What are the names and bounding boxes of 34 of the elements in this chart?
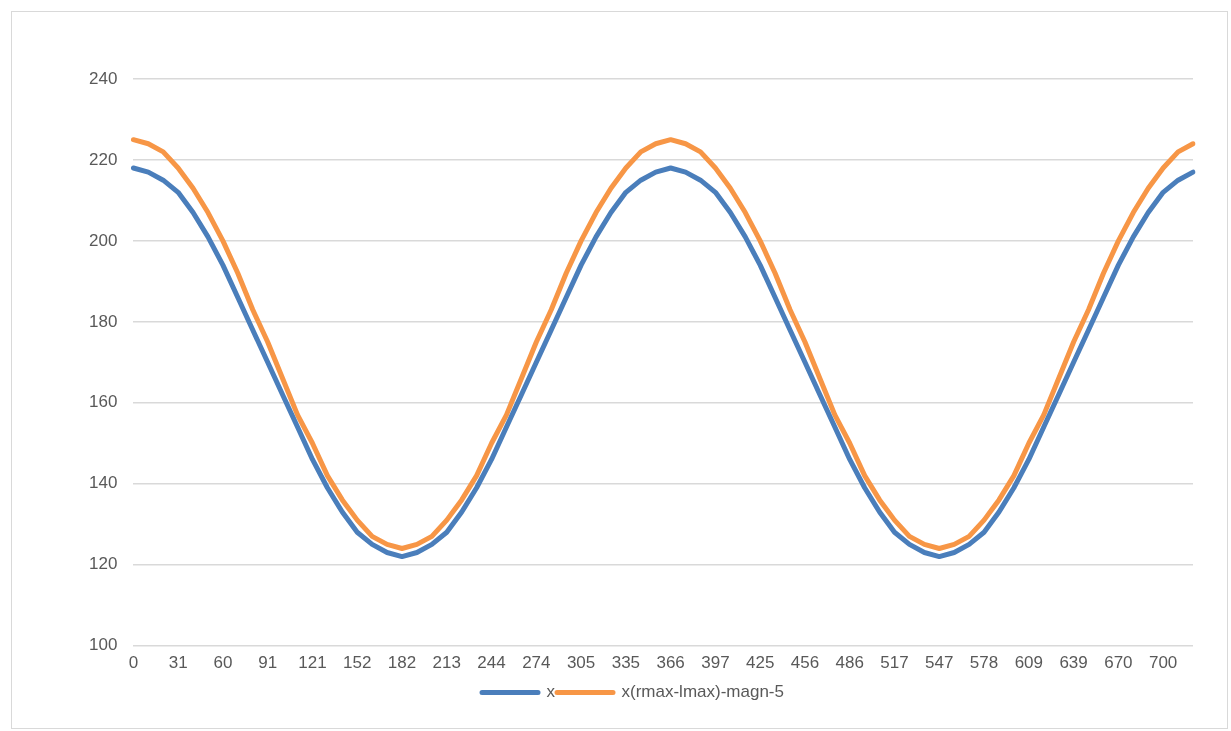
x-tick-label: 366 [656, 653, 685, 673]
y-tick-label: 160 [88, 392, 118, 412]
x-tick-label: 0 [128, 653, 139, 673]
x-tick-label: 578 [969, 653, 999, 673]
x-tick-label: 274 [522, 653, 551, 673]
y-tick-label: 100 [88, 635, 118, 655]
y-tick-label: 200 [88, 230, 118, 250]
x-tick-label: 547 [925, 653, 954, 673]
y-tick-label: 180 [88, 311, 118, 331]
x-tick-label: 213 [432, 653, 461, 673]
legend-label: x(rmax-lmax)-magn-5 [621, 682, 784, 702]
x-tick-label: 609 [1014, 653, 1044, 673]
x-tick-label: 335 [611, 653, 641, 673]
x-tick-label: 31 [168, 653, 188, 673]
x-tick-label: 152 [343, 653, 372, 673]
x-tick-label: 700 [1148, 653, 1178, 673]
x-tick-label: 456 [790, 653, 820, 673]
y-tick-label: 240 [88, 68, 118, 88]
x-tick-label: 121 [298, 653, 327, 673]
y-tick-label: 140 [88, 473, 118, 493]
x-tick-label: 91 [258, 653, 278, 673]
x-tick-label: 486 [835, 653, 864, 673]
x-tick-label: 244 [477, 653, 506, 673]
x-tick-label: 517 [880, 653, 909, 673]
y-tick-label: 220 [88, 149, 118, 169]
legend-label: x [546, 682, 556, 702]
y-tick-label: 120 [88, 554, 118, 574]
x-tick-label: 182 [387, 653, 417, 673]
x-tick-label: 60 [213, 653, 233, 673]
x-tick-label: 670 [1104, 653, 1133, 673]
x-tick-label: 425 [746, 653, 775, 673]
x-tick-label: 397 [701, 653, 730, 673]
x-tick-label: 305 [566, 653, 596, 673]
x-tick-label: 639 [1059, 653, 1088, 673]
